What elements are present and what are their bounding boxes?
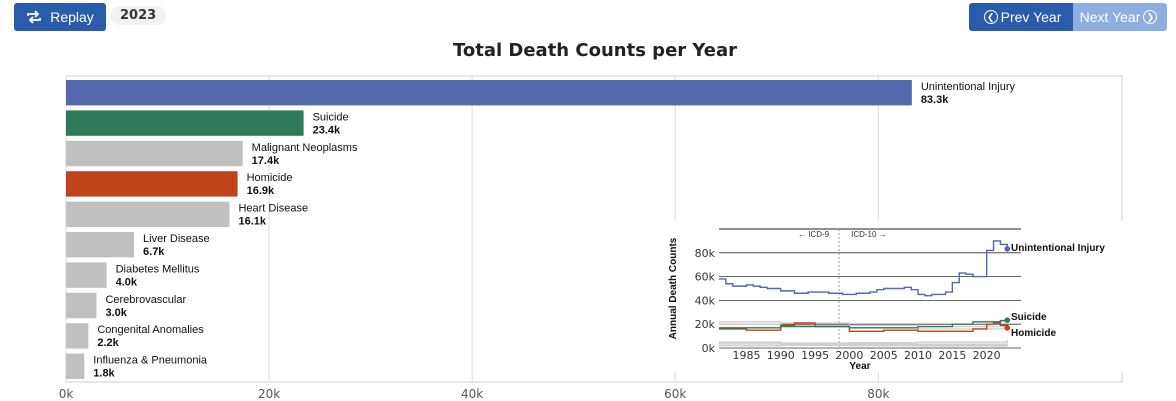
- bar[interactable]: [66, 323, 89, 349]
- bar-value-label: 2.2k: [97, 337, 119, 349]
- bar-value-label: 83.3k: [921, 94, 949, 106]
- inset-y-axis-label: Annual Death Counts: [668, 237, 679, 339]
- bar-category-label: Liver Disease: [143, 233, 210, 245]
- x-tick-label: 80k: [867, 387, 889, 401]
- bar-value-label: 16.1k: [238, 216, 266, 228]
- inset-x-axis-label: Year: [849, 361, 870, 372]
- bar-value-label: 1.8k: [93, 368, 115, 380]
- bar-value-label: 6.7k: [143, 246, 165, 258]
- bar-value-label: 4.0k: [116, 276, 138, 288]
- bar-category-label: Diabetes Mellitus: [116, 263, 200, 275]
- bar-category-label: Influenza & Pneumonia: [93, 355, 208, 367]
- chart-title: Total Death Counts per Year: [452, 40, 738, 61]
- x-tick-label: 20k: [258, 387, 280, 401]
- inset-y-tick-label: 40k: [695, 294, 716, 307]
- bar-category-label: Cerebrovascular: [105, 294, 186, 306]
- bar-value-label: 3.0k: [105, 307, 127, 319]
- inset-x-tick-label: 2000: [835, 349, 863, 362]
- bar[interactable]: [66, 80, 912, 106]
- chevron-left-icon: ❮: [983, 10, 998, 24]
- inset-y-tick-label: 0k: [702, 342, 716, 355]
- trend-inset-chart: 0k 20k 40k 60k 80k 1985 1990 1995 2000 2005 2010 20…: [668, 221, 1123, 372]
- bar-category-label: Unintentional Injury: [921, 81, 1016, 93]
- inset-x-tick-label: 1990: [767, 349, 795, 362]
- bar-category-label: Congenital Anomalies: [97, 324, 204, 336]
- replay-button[interactable]: Replay: [14, 3, 106, 31]
- inset-series-line: [719, 322, 1008, 333]
- inset-x-tick-label: 2015: [938, 349, 966, 362]
- bar-value-label: 23.4k: [313, 124, 341, 136]
- bar-category-label: Heart Disease: [238, 203, 308, 215]
- bar[interactable]: [66, 232, 135, 258]
- inset-series-label: Homicide: [1011, 328, 1056, 339]
- bar[interactable]: [66, 110, 304, 136]
- bar[interactable]: [66, 292, 97, 319]
- inset-y-tick-label: 80k: [695, 247, 716, 260]
- inset-series-endpoint: [1004, 325, 1011, 331]
- inset-series-line: [719, 319, 1008, 330]
- bar[interactable]: [66, 171, 238, 197]
- inset-series-label: Suicide: [1011, 312, 1047, 323]
- inset-series-label: Unintentional Injury: [1011, 243, 1105, 254]
- replay-icon: [27, 10, 42, 24]
- inset-x-tick-label: 1985: [732, 349, 760, 362]
- inset-series-endpoint: [1004, 246, 1011, 252]
- next-year-button[interactable]: Next Year ❯: [1073, 3, 1167, 31]
- prev-year-label: Prev Year: [1000, 9, 1062, 25]
- inset-series-line: [719, 344, 1008, 347]
- prev-year-button[interactable]: ❮ Prev Year: [969, 3, 1073, 31]
- inset-background: [671, 221, 1123, 372]
- bar[interactable]: [66, 262, 107, 288]
- next-year-label: Next Year: [1079, 9, 1141, 25]
- inset-series-endpoint: [1004, 317, 1011, 323]
- bar-value-label: 16.9k: [247, 185, 275, 197]
- x-tick-label: 40k: [461, 387, 483, 401]
- bar[interactable]: [66, 140, 243, 167]
- inset-y-tick-label: 20k: [695, 318, 716, 331]
- bar-category-label: Suicide: [313, 111, 349, 123]
- inset-x-tick-label: 2010: [904, 349, 932, 362]
- inset-x-tick-label: 2005: [870, 349, 898, 362]
- year-badge: 2023: [110, 6, 167, 25]
- bar[interactable]: [66, 201, 230, 227]
- bar-category-label: Malignant Neoplasms: [252, 142, 358, 154]
- bar-category-label: Homicide: [247, 172, 293, 184]
- inset-series-line: [719, 341, 1008, 346]
- bar-value-label: 17.4k: [252, 155, 280, 167]
- icd9-annotation: ← ICD-9: [798, 230, 830, 239]
- icd10-annotation: ICD-10 →: [851, 230, 887, 239]
- chevron-right-icon: ❯: [1143, 10, 1158, 24]
- x-tick-label: 60k: [664, 387, 686, 401]
- bar[interactable]: [66, 353, 85, 379]
- replay-label: Replay: [50, 9, 94, 25]
- x-tick-label: 0k: [59, 387, 74, 401]
- inset-x-tick-label: 1995: [801, 349, 829, 362]
- inset-y-tick-label: 60k: [695, 271, 716, 284]
- inset-series-line: [719, 240, 1008, 297]
- inset-x-tick-label: 2020: [973, 349, 1001, 362]
